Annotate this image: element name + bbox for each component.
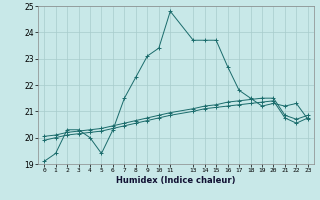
X-axis label: Humidex (Indice chaleur): Humidex (Indice chaleur) — [116, 176, 236, 185]
